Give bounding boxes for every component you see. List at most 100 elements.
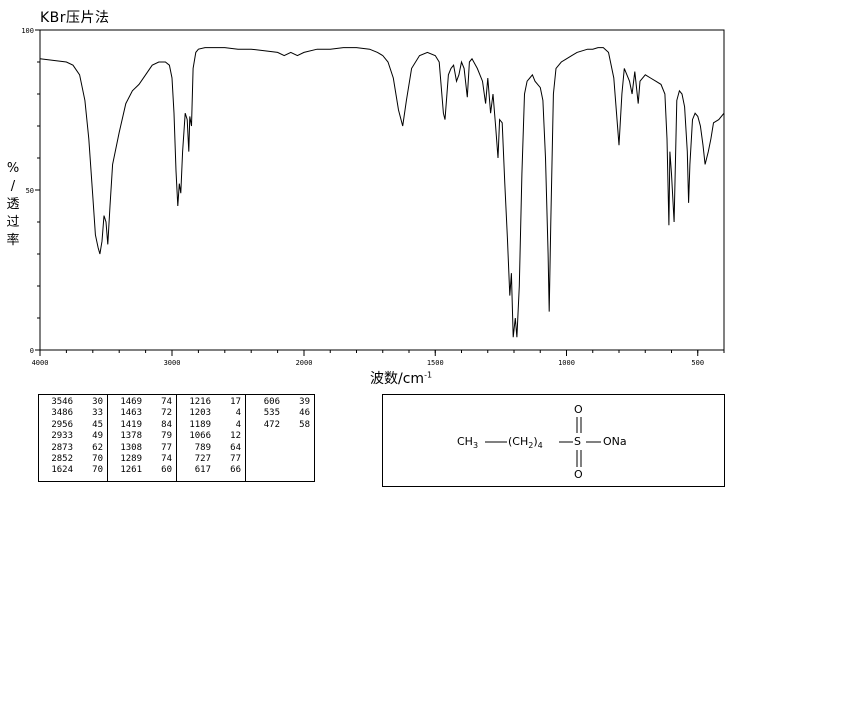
peak-transmittance: 70 bbox=[92, 465, 103, 476]
y-axis-label-char: % bbox=[6, 161, 20, 176]
y-axis-ticks: 0 50 100 bbox=[21, 27, 40, 355]
plot-frame bbox=[39, 29, 725, 351]
peak-wavenumber: 1203 bbox=[189, 408, 211, 419]
peak-transmittance: 62 bbox=[92, 442, 103, 453]
peak-entry: 2852 70 bbox=[43, 454, 103, 465]
peak-transmittance: 74 bbox=[161, 453, 172, 464]
peak-wavenumber: 1189 bbox=[189, 419, 211, 430]
peak-transmittance: 77 bbox=[161, 442, 172, 453]
peak-wavenumber: 472 bbox=[263, 419, 280, 430]
peak-transmittance bbox=[290, 443, 310, 454]
x-tick-label: 3000 bbox=[164, 359, 181, 367]
peak-wavenumber: 3546 bbox=[51, 397, 73, 407]
peak-transmittance: 66 bbox=[230, 465, 241, 476]
peak-entry: 1624 70 bbox=[43, 465, 103, 476]
peak-transmittance: 77 bbox=[230, 453, 241, 464]
peak-transmittance: 49 bbox=[92, 431, 103, 442]
peak-wavenumber: 1469 bbox=[120, 397, 142, 407]
peak-wavenumber: 606 bbox=[263, 397, 280, 407]
peak-entry bbox=[250, 443, 310, 454]
peak-transmittance: 64 bbox=[230, 442, 241, 453]
peak-entry: 606 39 bbox=[250, 397, 310, 408]
peak-wavenumber: 2873 bbox=[51, 442, 73, 453]
peak-wavenumber: 1289 bbox=[120, 453, 142, 464]
peak-wavenumber: 727 bbox=[194, 453, 211, 464]
peak-wavenumber: 2956 bbox=[51, 419, 73, 430]
peak-transmittance: 4 bbox=[235, 408, 241, 419]
peak-wavenumber: 1216 bbox=[189, 397, 211, 407]
y-axis-label-char: / bbox=[10, 179, 16, 194]
peak-transmittance: 70 bbox=[92, 453, 103, 464]
peak-wavenumber: 3486 bbox=[51, 408, 73, 419]
sulfur-atom: S bbox=[574, 435, 581, 448]
peak-wavenumber: 617 bbox=[194, 465, 211, 476]
x-tick-label: 4000 bbox=[32, 359, 49, 367]
peak-transmittance: 33 bbox=[92, 408, 103, 419]
peak-transmittance bbox=[290, 465, 310, 476]
peak-wavenumber bbox=[250, 431, 280, 442]
peak-entry: 1289 74 bbox=[112, 454, 172, 465]
peak-wavenumber: 1624 bbox=[51, 465, 73, 476]
peak-transmittance: 58 bbox=[299, 419, 310, 430]
y-axis-label-char: 率 bbox=[6, 233, 20, 248]
peak-table-column: 1216 17 1203 4 1189 4 1066 12 789 64 727 77 617 66 bbox=[176, 394, 246, 482]
peak-transmittance: 30 bbox=[92, 397, 103, 407]
peak-wavenumber: 789 bbox=[194, 442, 211, 453]
peak-entry: 3486 33 bbox=[43, 408, 103, 419]
peak-entry: 2873 62 bbox=[43, 443, 103, 454]
peak-transmittance: 84 bbox=[161, 419, 172, 430]
peak-wavenumber: 2933 bbox=[51, 431, 73, 442]
y-axis-label: % / 透过率 bbox=[2, 160, 24, 250]
peak-transmittance bbox=[290, 431, 310, 442]
x-tick-label: 1500 bbox=[427, 359, 444, 367]
oxygen-top: O bbox=[574, 403, 583, 416]
y-tick-label: 50 bbox=[26, 187, 34, 195]
peak-wavenumber: 1419 bbox=[120, 419, 142, 430]
peak-entry: 1189 4 bbox=[181, 420, 241, 431]
peak-entry: 535 46 bbox=[250, 408, 310, 419]
peak-entry: 1378 79 bbox=[112, 431, 172, 442]
peak-transmittance: 4 bbox=[235, 419, 241, 430]
y-axis-label-char: 过 bbox=[6, 215, 20, 230]
peak-entry: 1419 84 bbox=[112, 420, 172, 431]
peak-entry: 1261 60 bbox=[112, 465, 172, 476]
x-axis-label: 波数/cm-1 bbox=[370, 370, 433, 387]
chart-title: KBr压片法 bbox=[40, 10, 110, 26]
peak-wavenumber: 535 bbox=[263, 408, 280, 419]
y-tick-label: 0 bbox=[30, 347, 34, 355]
peak-transmittance: 79 bbox=[161, 431, 172, 442]
peak-wavenumber: 2852 bbox=[51, 453, 73, 464]
peak-entry: 3546 30 bbox=[43, 397, 103, 408]
ona-group: ONa bbox=[603, 435, 627, 448]
peak-entry: 727 77 bbox=[181, 454, 241, 465]
peak-entry: 1203 4 bbox=[181, 408, 241, 419]
x-axis-ticks: 4000 3000 2000 1500 1000 500 bbox=[32, 350, 725, 367]
oxygen-bottom: O bbox=[574, 468, 583, 481]
structure-box: CH3 (CH2)4 S O O ONa bbox=[382, 394, 725, 487]
peak-entry: 2933 49 bbox=[43, 431, 103, 442]
peak-entry bbox=[250, 454, 310, 465]
peak-wavenumber bbox=[250, 465, 280, 476]
y-axis-label-char: 透 bbox=[6, 197, 20, 212]
peak-transmittance: 46 bbox=[299, 408, 310, 419]
peak-entry: 2956 45 bbox=[43, 420, 103, 431]
ch3-group: CH3 bbox=[457, 435, 479, 451]
peak-wavenumber: 1261 bbox=[120, 465, 142, 476]
peak-wavenumber: 1463 bbox=[120, 408, 142, 419]
peak-table: 3546 30 3486 33 2956 45 2933 49 2873 62 2852 70 1624… bbox=[38, 394, 315, 482]
peak-entry: 472 58 bbox=[250, 420, 310, 431]
peak-wavenumber: 1308 bbox=[120, 442, 142, 453]
peak-wavenumber: 1066 bbox=[189, 431, 211, 442]
peak-transmittance: 39 bbox=[299, 397, 310, 407]
peak-table-column: 1469 74 1463 72 1419 84 1378 79 1308 77 1289 74 1261… bbox=[107, 394, 177, 482]
peak-transmittance: 74 bbox=[161, 397, 172, 407]
peak-entry: 1066 12 bbox=[181, 431, 241, 442]
peak-wavenumber bbox=[250, 454, 280, 465]
peak-wavenumber bbox=[250, 443, 280, 454]
peak-transmittance: 45 bbox=[92, 419, 103, 430]
peak-transmittance: 17 bbox=[230, 397, 241, 407]
x-tick-label: 500 bbox=[691, 359, 704, 367]
ch2-group: (CH2)4 bbox=[508, 435, 543, 451]
bonds bbox=[485, 417, 601, 467]
peak-transmittance: 12 bbox=[230, 431, 241, 442]
